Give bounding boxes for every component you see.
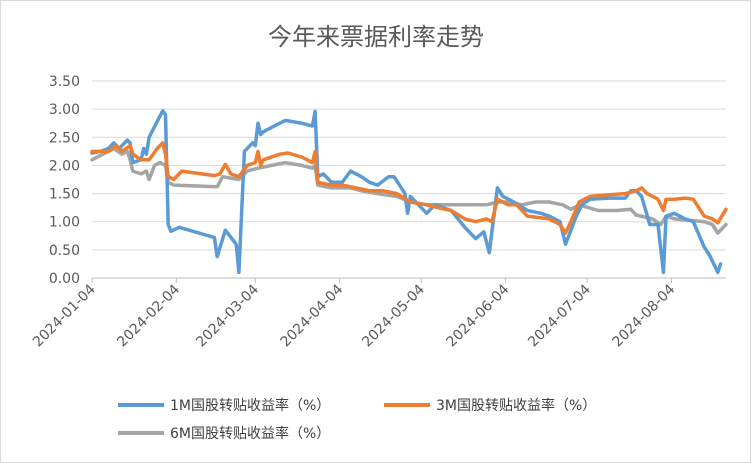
series-line-3m bbox=[90, 141, 728, 235]
y-tick-label: 3.50 bbox=[49, 74, 80, 90]
legend-item-3m: 3M国股转贴收益率（%） bbox=[384, 397, 596, 414]
x-tick-label: 2024-07-04 bbox=[525, 281, 594, 350]
legend-label: 6M国股转贴收益率（%） bbox=[170, 425, 330, 442]
x-tick-label: 2024-05-04 bbox=[359, 281, 428, 350]
legend-label: 1M国股转贴收益率（%） bbox=[170, 397, 330, 414]
y-tick-label: 3.00 bbox=[49, 102, 80, 118]
y-tick-label: 1.00 bbox=[49, 215, 80, 231]
x-tick-label: 2024-08-04 bbox=[610, 281, 679, 350]
x-tick-label: 2024-01-04 bbox=[30, 281, 99, 350]
x-axis: 2024-01-04 2024-02-04 2024-03-04 2024-04-04… bbox=[30, 278, 678, 350]
y-tick-label: 1.50 bbox=[49, 187, 80, 203]
x-tick-label: 2024-04-04 bbox=[278, 281, 347, 350]
legend: 1M国股转贴收益率（%） 3M国股转贴收益率（%） 6M国股转贴收益率（%） bbox=[118, 397, 596, 442]
legend-item-1m: 1M国股转贴收益率（%） bbox=[118, 397, 330, 414]
chart-title: 今年来票据利率走势 bbox=[268, 23, 484, 51]
y-tick-label: 2.00 bbox=[49, 158, 80, 174]
legend-item-6m: 6M国股转贴收益率（%） bbox=[118, 425, 330, 442]
legend-label: 3M国股转贴收益率（%） bbox=[436, 397, 596, 414]
x-tick-label: 2024-06-04 bbox=[444, 281, 513, 350]
y-tick-label: 0.00 bbox=[49, 271, 80, 287]
x-tick-label: 2024-02-04 bbox=[114, 281, 183, 350]
y-tick-label: 2.50 bbox=[49, 130, 80, 146]
y-axis: 0.00 0.50 1.00 1.50 2.00 2.50 3.00 3.50 bbox=[49, 74, 80, 287]
y-tick-label: 0.50 bbox=[49, 243, 80, 259]
series-lines bbox=[90, 109, 728, 275]
x-tick-label: 2024-03-04 bbox=[193, 281, 262, 350]
gridlines bbox=[92, 80, 726, 279]
